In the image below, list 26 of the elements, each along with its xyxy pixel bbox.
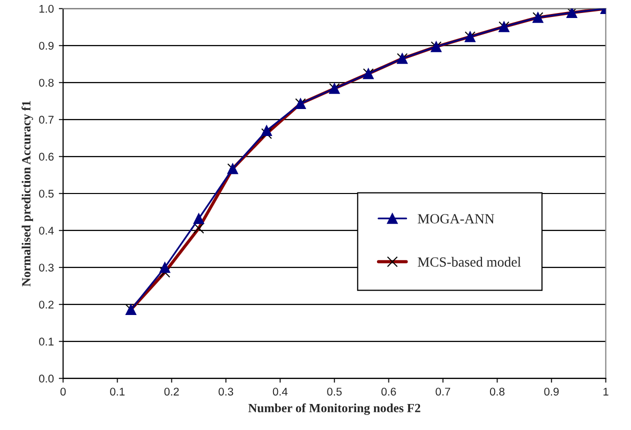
x-tick-label: 0: [60, 388, 66, 396]
y-axis-title: Normalised prediction Accuracy f1: [22, 101, 34, 286]
legend-label: MOGA-ANN: [418, 214, 494, 224]
x-tick-label: 0.5: [327, 388, 342, 396]
y-tick-label: 0.4: [39, 226, 54, 235]
x-tick-label: 0.1: [110, 388, 125, 396]
y-tick-label: 0.2: [39, 300, 54, 309]
x-tick-label: 1: [604, 388, 608, 396]
y-tick-label: 0.5: [39, 190, 54, 198]
y-tick-label: 1.0: [39, 4, 54, 13]
x-tick-label: 0.6: [381, 388, 396, 396]
x-tick-label: 0.8: [490, 388, 504, 396]
y-tick-label: 0.1: [39, 338, 54, 346]
x-tick-label: 0.9: [544, 388, 559, 396]
x-tick-label: 0.4: [272, 388, 288, 396]
x-tick-label: 0.2: [164, 388, 179, 396]
y-tick-label: 0.0: [39, 374, 54, 383]
y-tick-label: 0.3: [39, 264, 54, 272]
legend-label: MCS-based model: [418, 256, 521, 267]
x-axis-title: Number of Monitoring nodes F2: [248, 403, 420, 415]
y-tick-label: 0.7: [39, 116, 54, 124]
y-tick-label: 0.9: [39, 42, 54, 50]
x-tick-label: 0.7: [436, 388, 450, 396]
x-tick-label: 0.3: [218, 388, 234, 396]
y-tick-label: 0.8: [39, 78, 54, 87]
y-tick-label: 0.6: [39, 152, 54, 161]
